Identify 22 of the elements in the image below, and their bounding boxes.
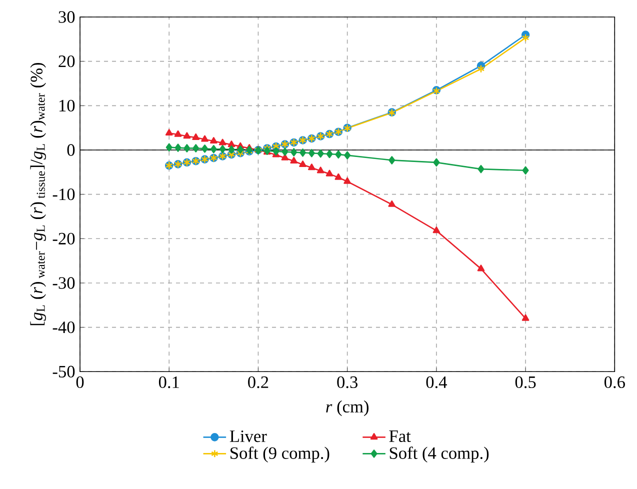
x-tick-label: 0.4 <box>426 376 448 388</box>
legend-label: Soft (9 comp.) <box>230 446 330 462</box>
y-tick-label: 10 <box>59 100 75 112</box>
text: [g$_{L}$ (r) $_{water}$−g$_{L}$ (r) $_{tissue}$]/g$_{L}$ (r)$_{water}$ (%) <box>30 62 46 326</box>
y-tick-label: -40 <box>52 321 75 334</box>
x-tick-label: 0.2 <box>248 376 268 388</box>
legend-label: Liver <box>230 430 267 442</box>
x-tick-label: 0.5 <box>515 376 536 388</box>
x-tick-label: 0.1 <box>158 376 179 388</box>
y-tick-label: -30 <box>52 277 75 289</box>
legend-label: Fat <box>389 430 411 442</box>
legend-label: Soft (4 comp.) <box>390 446 489 462</box>
y-tick-label: 0 <box>67 144 75 156</box>
x-tick-label: 0.6 <box>604 376 625 388</box>
x-tick-label: 0.3 <box>337 376 358 388</box>
y-tick-label: -20 <box>52 232 75 245</box>
x-tick-label: 0 <box>76 376 84 388</box>
y-tick-label: -10 <box>52 188 75 200</box>
y-tick-label: 30 <box>58 11 75 23</box>
y-tick-label: 20 <box>58 55 75 68</box>
y-tick-label: -50 <box>52 366 75 378</box>
x-axis-title: r (cm) <box>326 400 369 416</box>
